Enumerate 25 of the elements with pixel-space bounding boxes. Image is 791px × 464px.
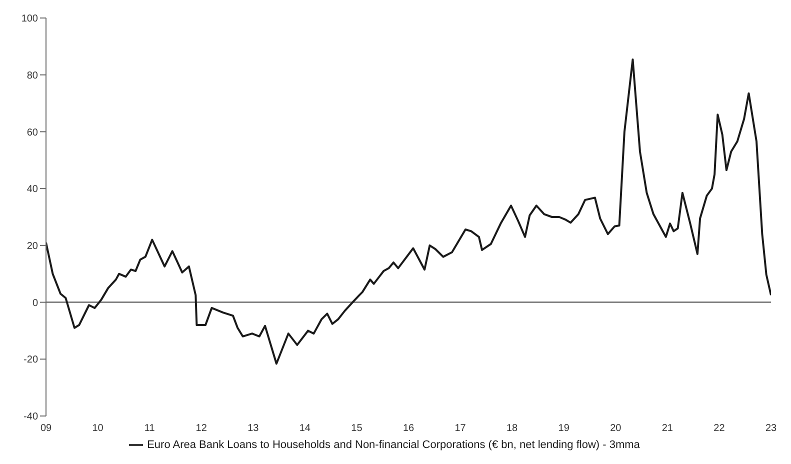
line-series	[46, 58, 771, 365]
x-tick-label: 09	[40, 423, 52, 434]
x-tick-label: 16	[402, 423, 414, 434]
x-tick-label: 10	[92, 423, 104, 434]
x-tick-label: 21	[662, 423, 674, 434]
y-tick-label: 20	[26, 240, 38, 252]
y-tick-label: 60	[26, 127, 38, 138]
y-tick-label: -40	[24, 412, 38, 423]
y-tick-label: 80	[26, 70, 38, 82]
x-tick-label: 23	[765, 423, 777, 434]
x-tick-label: 14	[299, 423, 311, 434]
x-tick-label: 17	[454, 423, 466, 434]
y-tick-label: 40	[26, 184, 38, 196]
y-tick-label: -20	[24, 354, 38, 366]
y-tick-label: 100	[21, 14, 38, 25]
legend-label: Euro Area Bank Loans to Households and Non-financial Corporations (€ bn, net lending flow) - 3mma	[147, 438, 640, 451]
x-tick-label: 15	[351, 423, 363, 434]
x-tick-label: 22	[714, 423, 726, 434]
x-tick-label: 18	[506, 423, 518, 434]
y-tick-label: 0	[32, 298, 38, 309]
x-tick-label: 19	[558, 423, 570, 434]
x-tick-label: 12	[196, 423, 208, 434]
x-tick-label: 11	[144, 423, 156, 434]
x-tick-label: 20	[610, 423, 622, 434]
x-tick-label: 13	[248, 423, 260, 434]
